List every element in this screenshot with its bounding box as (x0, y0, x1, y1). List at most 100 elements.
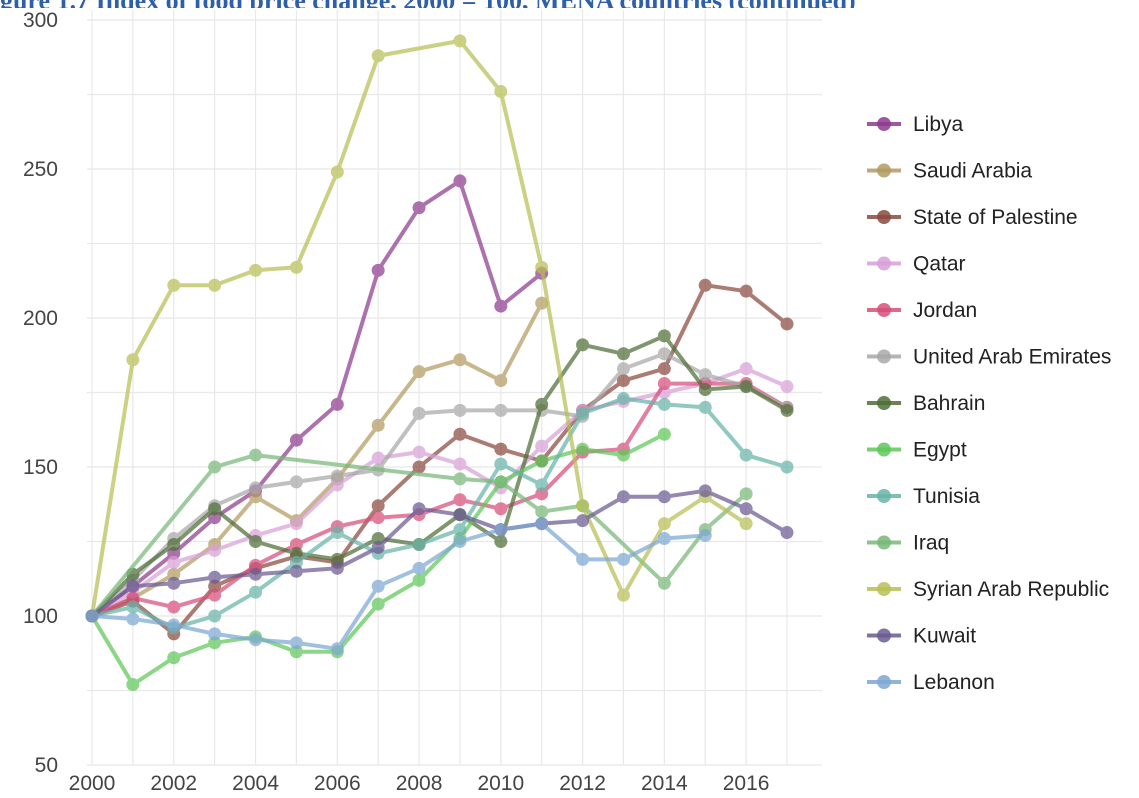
data-point (371, 499, 385, 513)
legend-swatch-dot (877, 117, 891, 131)
data-point (167, 278, 181, 292)
data-point (249, 263, 263, 277)
data-point (657, 427, 671, 441)
data-point (494, 442, 508, 456)
data-point (330, 478, 344, 492)
data-point (249, 481, 263, 495)
data-point (289, 555, 303, 569)
legend-item: Lebanon (867, 671, 995, 694)
data-point (494, 403, 508, 417)
data-point (330, 469, 344, 483)
data-point (616, 374, 630, 388)
data-point (576, 552, 590, 566)
legend-swatch-dot (877, 349, 891, 364)
data-point (330, 397, 344, 411)
legend-label: Libya (913, 113, 964, 136)
data-point (535, 260, 549, 274)
y-tick-label: 150 (23, 456, 58, 479)
data-point (453, 523, 467, 537)
data-point (371, 49, 385, 63)
data-point (330, 642, 344, 656)
x-tick-label: 2000 (69, 772, 116, 795)
data-point (453, 472, 467, 486)
legend-item: Egypt (867, 439, 967, 462)
data-point (126, 678, 140, 692)
legend-swatch-dot (877, 675, 891, 689)
data-point (453, 493, 467, 507)
legend-label: Tunisia (913, 485, 980, 508)
series-line (90, 351, 788, 618)
data-point (249, 633, 263, 647)
data-point (739, 502, 753, 516)
data-point (208, 636, 222, 650)
series-line (91, 302, 544, 618)
data-point (371, 511, 385, 525)
series-line (91, 521, 706, 651)
figure-title-fragment: gure 1.7 Index of food price change, 200… (0, 0, 1139, 8)
legend-swatch-dot (877, 628, 891, 643)
data-point (453, 457, 467, 471)
data-point (535, 454, 549, 468)
data-point (494, 523, 508, 537)
data-point (698, 529, 712, 543)
data-point (412, 460, 426, 474)
data-point (167, 567, 181, 581)
data-point (249, 567, 263, 581)
data-point (330, 561, 344, 575)
data-point (739, 284, 753, 298)
data-point (371, 579, 385, 593)
data-point (167, 537, 181, 551)
data-point (739, 362, 753, 376)
data-point (535, 517, 549, 531)
series-syrian-arab-republic (85, 34, 753, 623)
legend-swatch-dot (877, 396, 891, 410)
x-tick-label: 2008 (396, 772, 443, 795)
data-point (289, 260, 303, 274)
data-point (249, 558, 263, 572)
data-point (453, 508, 467, 522)
x-tick-label: 2010 (477, 772, 524, 795)
data-point (126, 600, 140, 614)
x-tick-label: 2002 (150, 772, 197, 795)
data-point (208, 278, 222, 292)
legend-label: State of Palestine (913, 206, 1078, 229)
data-point (412, 445, 426, 459)
series-line (90, 488, 789, 618)
data-point (249, 585, 263, 599)
legend-label: Iraq (913, 532, 949, 555)
data-point (330, 165, 344, 179)
data-point (208, 460, 222, 474)
data-point (535, 478, 549, 492)
y-tick-label: 300 (23, 9, 58, 32)
legend-swatch-dot (877, 535, 891, 550)
legend-swatch-dot (877, 582, 891, 596)
legend-item: Kuwait (867, 625, 976, 648)
data-point (167, 651, 181, 665)
data-point (739, 448, 753, 462)
series-lebanon (85, 517, 712, 656)
data-point (208, 609, 222, 623)
data-point (535, 296, 549, 310)
data-point (289, 564, 303, 578)
data-point (412, 537, 426, 551)
data-point (657, 377, 671, 391)
data-point (576, 338, 590, 352)
series-saudi-arabia (85, 296, 549, 623)
data-point (208, 511, 222, 525)
data-point (208, 570, 222, 584)
x-tick-label: 2012 (559, 772, 606, 795)
data-point (576, 499, 590, 513)
legend-label: Lebanon (913, 671, 995, 694)
data-point (494, 85, 508, 99)
data-point (412, 502, 426, 516)
data-point (126, 612, 140, 626)
x-tick-label: 2016 (723, 772, 770, 795)
x-tick-label: 2014 (641, 772, 688, 795)
data-point (208, 579, 222, 593)
data-point (780, 380, 794, 394)
legend-item: Jordan (867, 299, 977, 322)
data-point (657, 517, 671, 531)
data-point (453, 403, 467, 417)
y-tick-label: 50 (35, 754, 58, 777)
